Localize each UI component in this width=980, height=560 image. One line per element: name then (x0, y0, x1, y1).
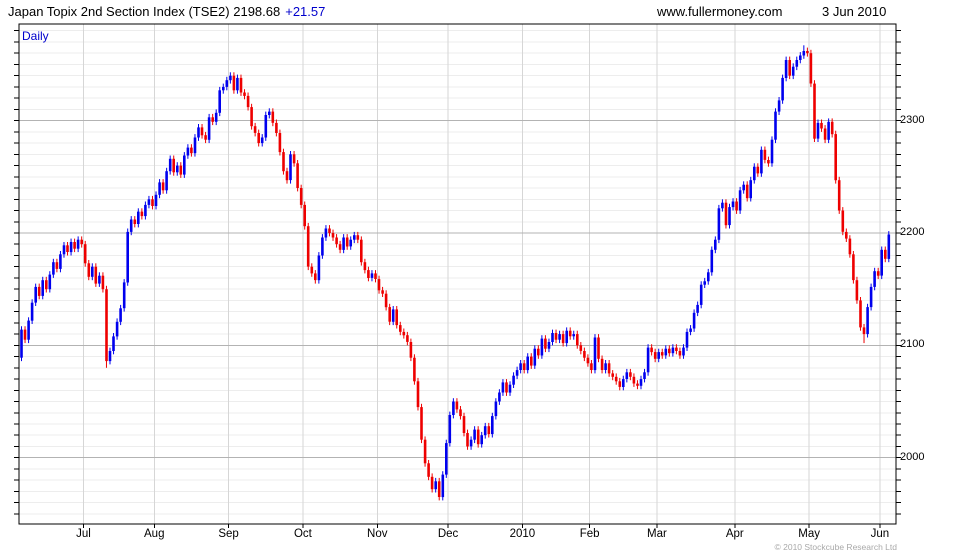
y-axis-label: 2100 (900, 338, 925, 351)
x-axis-label: May (798, 528, 820, 540)
x-axis-label: Oct (293, 528, 312, 540)
x-axis-label: Apr (725, 528, 744, 540)
x-axis-label: Dec (437, 528, 459, 540)
x-axis-label: Nov (367, 528, 388, 540)
x-axis-label: Mar (647, 528, 667, 540)
chart-title: Japan Topix 2nd Section Index (TSE2) 219… (8, 4, 281, 19)
x-axis-label: Jul (76, 528, 91, 540)
frequency-label: Daily (22, 29, 49, 43)
y-axis-label: 2000 (900, 450, 925, 463)
x-axis-label: Jun (870, 528, 890, 540)
y-axis-label: 2200 (900, 225, 925, 238)
copyright-text: © 2010 Stockcube Research Ltd (774, 542, 897, 552)
x-axis-label: Feb (579, 528, 600, 540)
date-text: 3 Jun 2010 (822, 4, 887, 19)
x-axis-label: Sep (218, 528, 239, 540)
chart-change-value: +21.57 (285, 4, 326, 19)
title-left: Japan Topix 2nd Section Index (TSE2) 219… (8, 4, 325, 19)
y-axis-label: 2300 (900, 113, 925, 126)
title-bar: Japan Topix 2nd Section Index (TSE2) 219… (0, 0, 980, 24)
x-axis-label: 2010 (509, 528, 536, 540)
x-axis-label: Aug (144, 528, 165, 540)
website-text: www.fullermoney.com (657, 4, 783, 19)
